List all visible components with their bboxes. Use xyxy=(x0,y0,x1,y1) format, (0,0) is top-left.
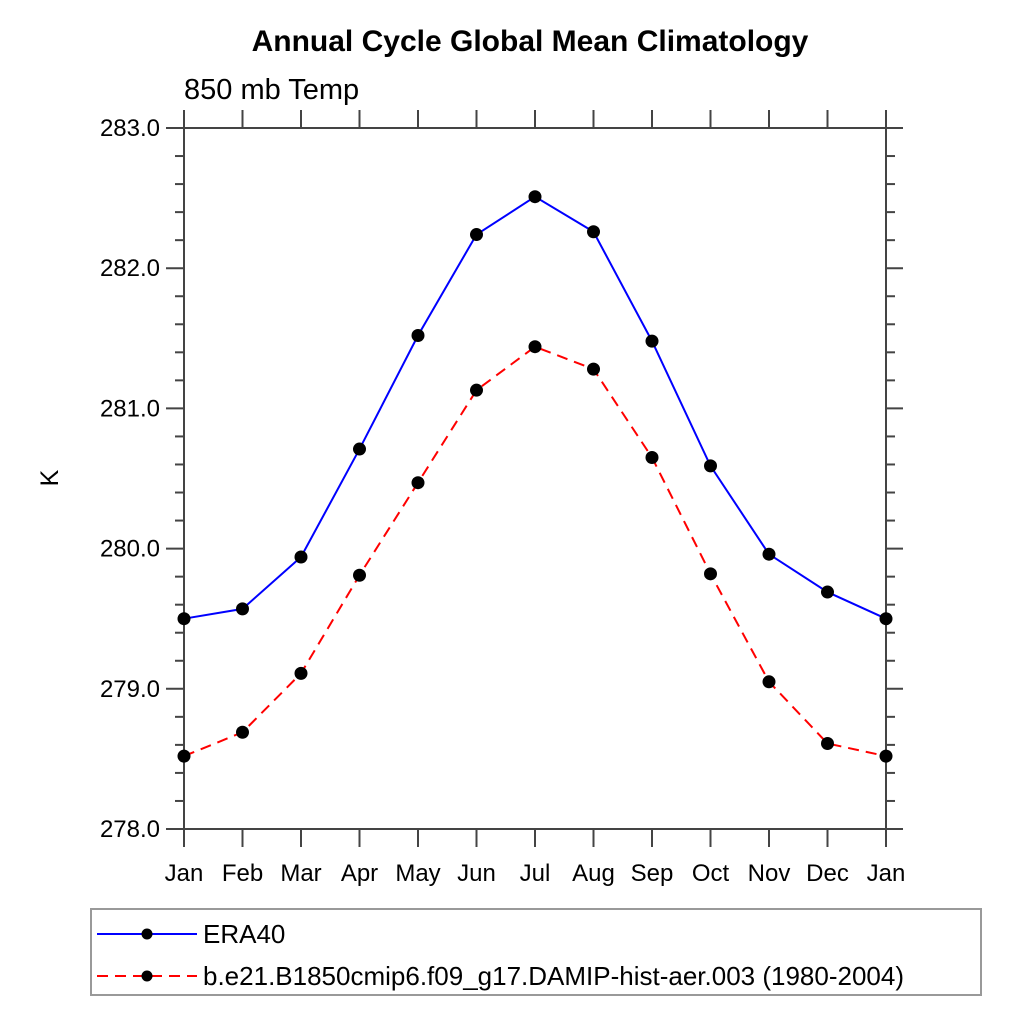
axis-ticks: Jan Feb Mar Apr May Jun Jul Aug Sep Oct Nov Dec Jan2… xyxy=(100,110,905,887)
data-point-marker xyxy=(645,334,659,348)
legend-box: ERA40 b.e21.B1850cmip6.f09_g17.DAMIP-his… xyxy=(90,908,982,996)
y-tick-label: 283.0 xyxy=(100,115,160,142)
data-point-marker xyxy=(821,736,834,750)
series-line-0 xyxy=(183,195,887,620)
data-point-marker xyxy=(528,340,542,354)
data-point-marker xyxy=(236,725,249,739)
chart-title: Annual Cycle Global Mean Climatology xyxy=(252,25,809,58)
x-tick-label: Nov xyxy=(748,860,791,887)
y-axis-label: K xyxy=(36,469,64,486)
x-tick-label: Jun xyxy=(457,860,496,887)
x-tick-label: Jan xyxy=(165,860,204,887)
data-point-marker xyxy=(762,675,776,689)
x-tick-label: Feb xyxy=(222,860,263,887)
y-tick-label: 281.0 xyxy=(100,395,160,422)
legend-label-era40: ERA40 xyxy=(203,919,285,949)
x-tick-label: Dec xyxy=(806,860,849,887)
data-point-marker xyxy=(879,749,893,763)
data-point-marker xyxy=(879,612,893,626)
data-point-marker xyxy=(294,550,308,564)
data-point-marker xyxy=(177,749,191,763)
plot-border xyxy=(183,127,887,830)
x-tick-label: Mar xyxy=(280,860,321,887)
data-point-marker xyxy=(528,190,542,204)
x-tick-label: Oct xyxy=(692,860,730,887)
y-tick-label: 279.0 xyxy=(100,676,160,703)
legend-marker-model xyxy=(141,970,153,982)
x-tick-label: May xyxy=(395,860,440,887)
data-point-marker xyxy=(177,612,191,626)
data-point-marker xyxy=(587,362,600,376)
y-tick-label: 280.0 xyxy=(100,536,160,563)
plot-frame xyxy=(183,127,887,830)
data-point-marker xyxy=(470,228,483,242)
legend-border xyxy=(90,908,982,996)
chart-subtitle: 850 mb Temp xyxy=(184,74,359,106)
x-tick-label: Jan xyxy=(867,860,906,887)
data-point-marker xyxy=(704,567,717,581)
data-point-marker xyxy=(704,459,717,473)
x-tick-label: Apr xyxy=(341,860,378,887)
data-point-marker xyxy=(236,602,249,616)
data-point-marker xyxy=(353,442,366,456)
data-point-marker xyxy=(411,476,425,490)
x-tick-label: Aug xyxy=(572,860,615,887)
data-point-marker xyxy=(411,328,425,342)
data-point-marker xyxy=(645,450,659,464)
data-point-marker xyxy=(470,383,483,397)
legend-marker-era40 xyxy=(141,928,153,940)
data-point-marker xyxy=(353,568,366,582)
x-tick-label: Sep xyxy=(631,860,674,887)
y-tick-label: 282.0 xyxy=(100,255,160,282)
y-tick-label: 278.0 xyxy=(100,816,160,843)
x-tick-label: Jul xyxy=(520,860,551,887)
series-line-1 xyxy=(183,345,887,758)
data-point-marker xyxy=(821,585,834,599)
data-point-marker xyxy=(587,225,600,239)
data-point-marker xyxy=(294,666,308,680)
data-point-marker xyxy=(762,547,776,561)
legend-label-model: b.e21.B1850cmip6.f09_g17.DAMIP-hist-aer.… xyxy=(203,961,904,991)
data-series xyxy=(177,190,893,763)
